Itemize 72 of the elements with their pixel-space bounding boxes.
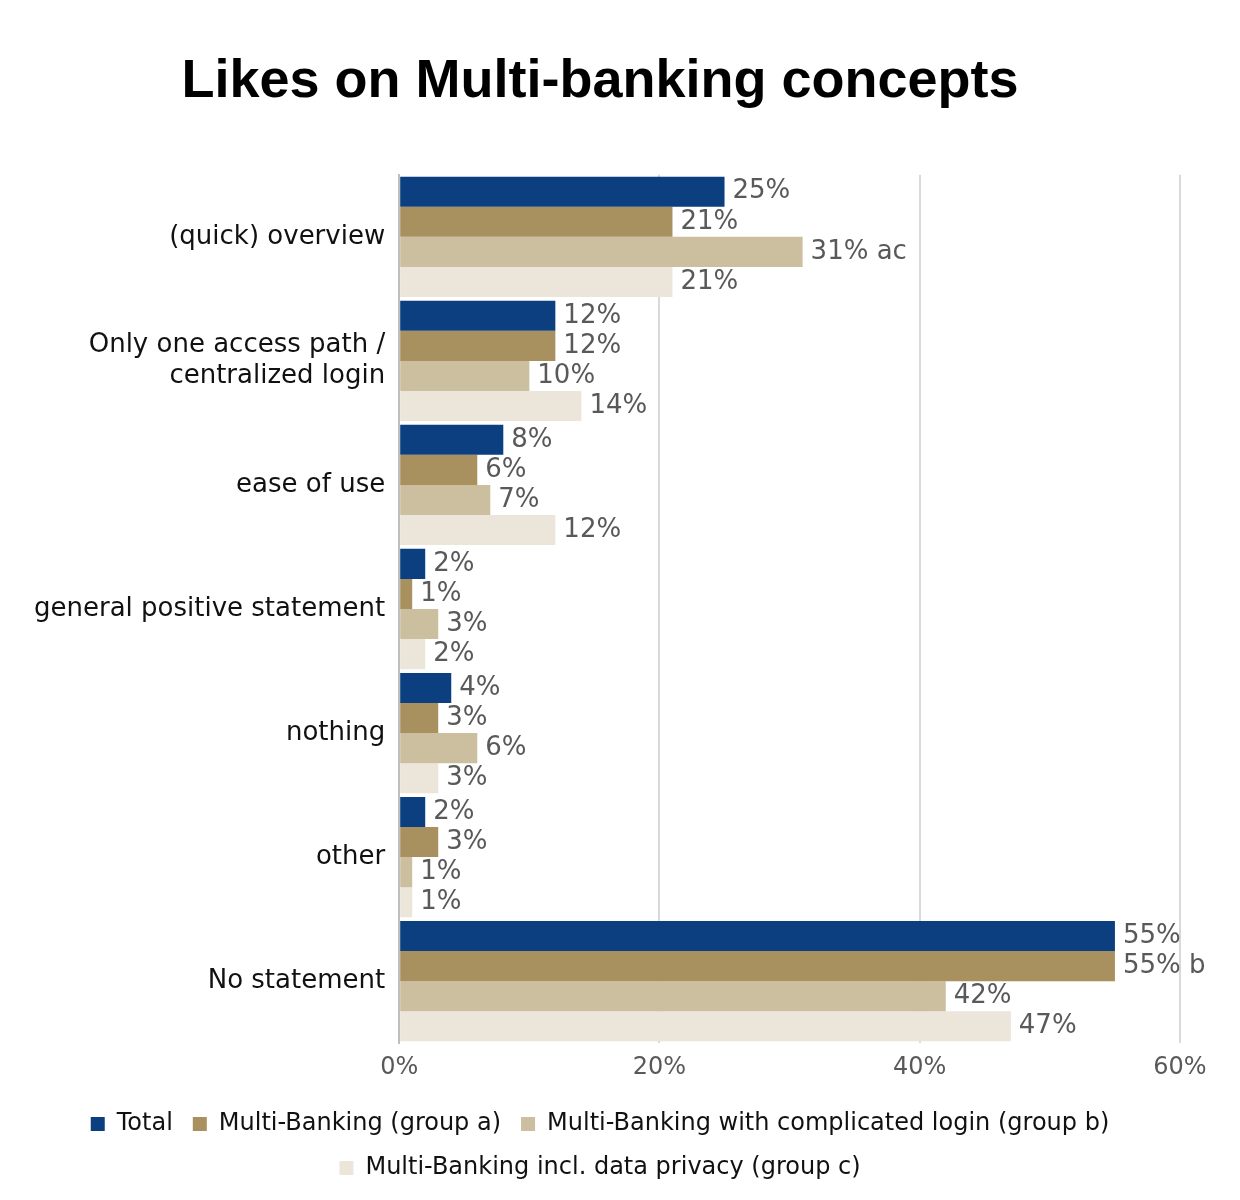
legend-label: Total [115,1108,173,1137]
data-label: 2% [433,794,475,825]
data-label: 2% [433,636,475,667]
legend-label: Multi-Banking incl. data privacy (group c) [365,1152,861,1181]
bar [400,827,439,858]
x-tick-label: 0% [380,1051,419,1080]
data-label: 21% [680,264,739,295]
x-tick-label: 20% [632,1051,687,1080]
y-tick-label: nothing [285,715,386,746]
bar [400,702,439,734]
data-label: 21% [680,204,739,235]
y-tick-label: (quick) overview [169,219,386,250]
data-label: 8% [511,422,553,453]
data-label: 6% [485,452,527,483]
data-label: 7% [498,482,540,513]
data-label: 14% [589,388,648,419]
y-tick-label: general positive statement [33,591,386,622]
bar [400,733,478,764]
data-label: 6% [485,730,527,761]
data-label: 12% [563,328,622,359]
data-label: 1% [420,884,462,915]
data-label: 55% b [1122,948,1206,979]
bar [400,330,556,361]
bar [400,484,491,516]
data-label: 3% [446,606,488,637]
y-tick-label: Only one access path / centralized login [88,328,386,390]
bar [400,360,530,391]
data-label: 25% [732,174,791,205]
bar [400,796,426,828]
bar [400,454,478,485]
bar [400,206,673,237]
chart-title: Likes on Multi-banking concepts [181,48,1019,109]
bar [400,951,1115,982]
bar [400,857,413,888]
bar [400,609,439,640]
bar [400,548,426,579]
bar [400,921,1115,952]
bar [400,639,426,670]
bar [400,763,439,794]
y-tick-label: No statement [207,963,386,994]
data-label: 31% ac [810,234,907,265]
legend-label: Multi-Banking (group a) [218,1108,502,1137]
data-label: 55% [1122,918,1181,949]
bar [400,236,803,267]
data-label: 47% [1018,1009,1077,1040]
bar [400,887,413,918]
data-label: 3% [446,700,488,731]
bar [400,515,556,546]
data-label: 1% [420,854,462,885]
bar [400,1011,1011,1042]
bar [400,266,673,297]
data-label: 4% [459,670,501,701]
data-label: 1% [420,576,462,607]
legend-label: Multi-Banking with complicated login (group b) [547,1108,1110,1137]
bar [400,981,946,1012]
y-tick-label: ease of use [236,467,386,498]
x-tick-label: 40% [893,1051,947,1080]
data-label: 12% [563,298,622,329]
x-tick-label: 60% [1153,1051,1207,1080]
data-label: 42% [953,978,1012,1009]
bar [400,390,582,422]
data-label: 10% [537,358,596,389]
bar [400,300,556,331]
data-label: 3% [446,760,488,791]
bar [400,578,413,609]
bar [400,176,725,207]
data-label: 3% [446,824,488,855]
bar [400,424,504,455]
bar [400,672,452,703]
y-tick-label: other [315,839,386,870]
data-label: 12% [563,512,622,543]
data-label: 2% [433,546,475,577]
